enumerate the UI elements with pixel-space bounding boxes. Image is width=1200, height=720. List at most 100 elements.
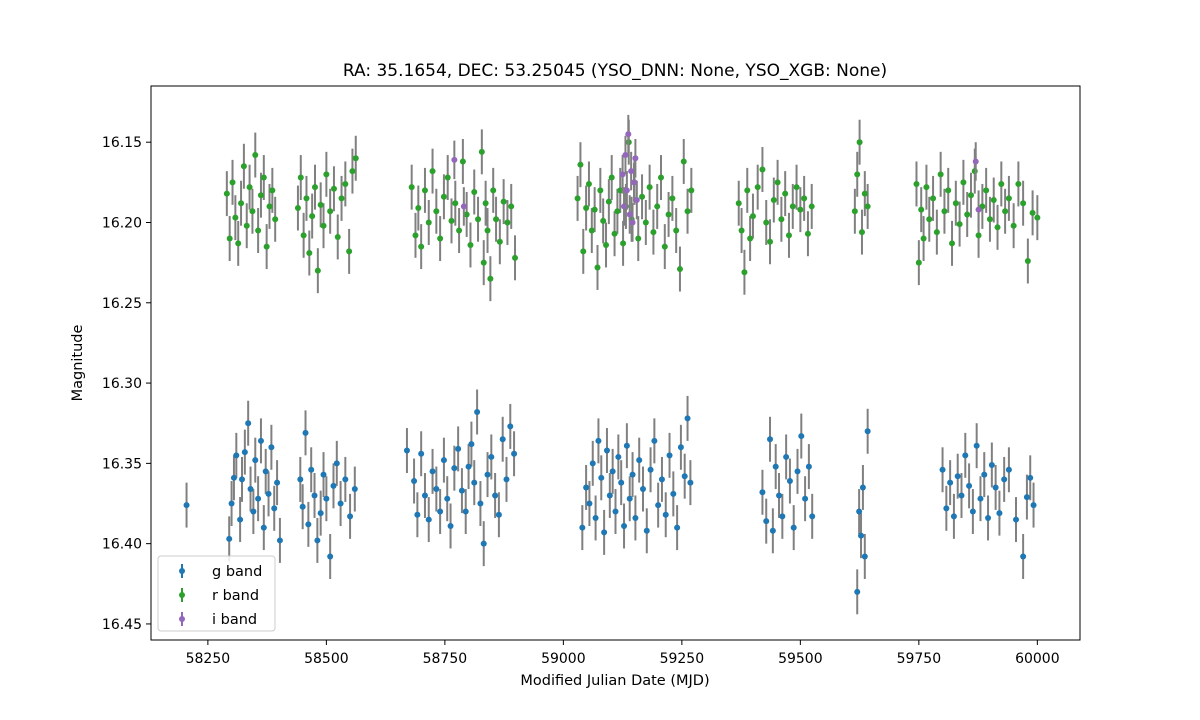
data-point [639,486,646,493]
data-point [985,514,992,521]
data-point [943,505,950,512]
data-point [794,468,801,475]
data-point [642,219,649,226]
data-point [266,203,273,210]
data-point [255,495,262,502]
data-point [512,254,519,261]
data-point [1020,553,1027,560]
data-point [614,208,621,215]
data-point [962,452,969,459]
data-point [320,222,327,229]
data-point [245,420,252,427]
data-point [790,524,797,531]
data-point [444,174,451,181]
data-point [247,486,254,493]
data-point [226,535,233,542]
data-point [309,213,316,220]
data-point [241,449,248,456]
data-point [630,179,637,186]
data-point [452,200,459,207]
data-point [471,188,478,195]
y-tick-label: 16.25 [102,296,142,312]
data-point [741,269,748,276]
data-point [337,500,344,507]
data-point [623,187,630,194]
data-point [606,492,613,499]
data-point [673,227,680,234]
data-point [493,216,500,223]
data-point [783,453,790,460]
data-point [969,508,976,515]
data-point [629,219,636,226]
data-point [586,500,593,507]
data-point [992,484,999,491]
data-point [681,473,688,480]
data-point [327,553,334,560]
data-point [592,514,599,521]
data-point [257,437,264,444]
data-point [574,195,581,202]
data-point [437,508,444,515]
data-point [327,208,334,215]
data-point [950,513,957,520]
legend-marker [179,568,185,574]
data-point [986,216,993,223]
data-point [1024,258,1031,265]
y-tick-label: 16.35 [102,456,142,472]
data-point [605,198,612,205]
data-point [268,444,275,451]
data-point [232,214,239,221]
data-point [785,232,792,239]
data-point [306,250,313,257]
data-point [263,243,270,250]
data-point [480,259,487,266]
data-point [323,495,330,502]
data-point [856,508,863,515]
x-tick-label: 60000 [1015,651,1060,667]
data-point [861,190,868,197]
data-point [462,508,469,515]
data-point [421,187,428,194]
data-point [458,487,465,494]
data-point [342,180,349,187]
data-point [949,240,956,247]
data-point [603,447,610,454]
data-point [612,508,619,515]
data-point [622,152,629,159]
data-point [229,179,236,186]
data-point [797,206,804,213]
data-point [674,524,681,531]
data-point [977,495,984,502]
data-point [859,484,866,491]
legend-label: g band [212,564,262,580]
data-point [440,193,447,200]
data-point [1020,200,1027,207]
x-tick-label: 58750 [423,651,468,667]
data-point [621,522,628,529]
data-point [577,161,584,168]
data-point [260,524,267,531]
data-point [688,187,695,194]
data-point [589,460,596,467]
data-point [444,495,451,502]
data-point [448,217,455,224]
data-point [342,476,349,483]
data-point [988,461,995,468]
data-point [650,229,657,236]
data-point [1005,195,1012,202]
data-point [996,510,1003,517]
data-point [252,457,259,464]
data-point [297,174,304,181]
data-point [915,259,922,266]
data-point [858,532,865,539]
data-point [744,187,751,194]
data-point [579,524,586,531]
data-point [226,235,233,242]
data-point [468,441,475,448]
data-point [297,476,304,483]
data-point [937,171,944,178]
data-point [583,484,590,491]
data-point [677,444,684,451]
legend-marker [179,592,185,598]
data-point [665,211,672,218]
